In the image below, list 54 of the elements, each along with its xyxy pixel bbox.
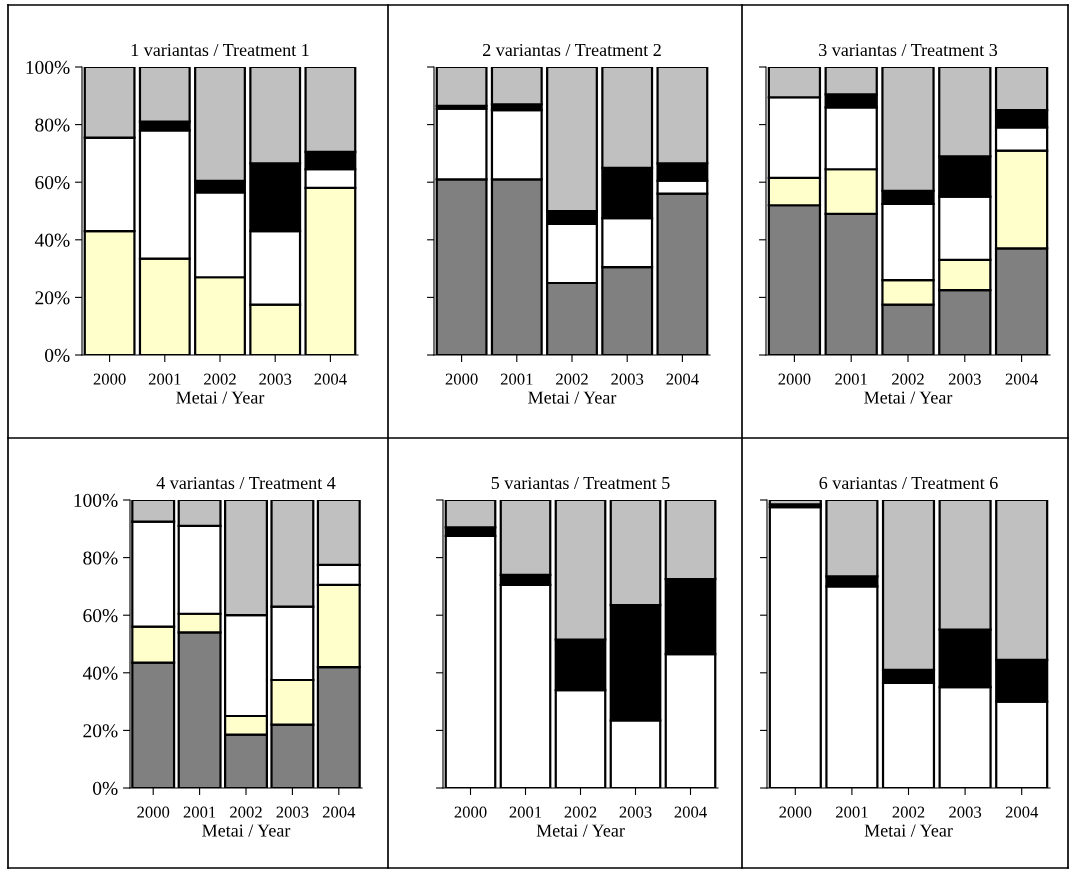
x-axis-title: Metai / Year (202, 824, 291, 837)
x-tick-label: 2004 (314, 373, 347, 385)
y-tick-label: 0% (93, 781, 118, 795)
x-tick-label: 2003 (619, 806, 652, 818)
x-tick-label: 2002 (204, 373, 236, 385)
x-tick-label: 2001 (500, 373, 533, 385)
chart-title: 2 variantas / Treatment 2 (483, 43, 661, 57)
y-tick-label: 40% (34, 233, 70, 247)
x-tick-label: 2004 (674, 806, 707, 818)
x-axis-title: Metai / Year (176, 391, 265, 404)
y-tick-label: 60% (83, 609, 118, 623)
x-tick-label: 2003 (949, 806, 982, 818)
x-tick-label: 2001 (183, 806, 216, 818)
x-tick-label: 2002 (556, 373, 588, 385)
x-tick-label: 2003 (611, 373, 644, 385)
x-tick-label: 2001 (509, 806, 542, 818)
chart-title: 4 variantas / Treatment 4 (156, 476, 336, 490)
x-axis-title: Metai / Year (528, 391, 617, 404)
x-tick-label: 2000 (137, 806, 170, 818)
x-tick-label: 2003 (276, 806, 309, 818)
y-tick-label: 60% (35, 176, 70, 190)
y-tick-label: 100% (26, 60, 70, 74)
x-tick-label: 2004 (1005, 373, 1039, 385)
x-tick-label: 2001 (835, 806, 868, 818)
x-tick-label: 2001 (835, 373, 867, 385)
y-tick-label: 100% (74, 493, 118, 507)
y-tick-label: 40% (82, 666, 118, 680)
x-tick-label: 2002 (230, 806, 262, 818)
x-tick-label: 2001 (148, 373, 181, 385)
x-axis-title: Metai / Year (864, 391, 953, 404)
chart-title: 6 variantas / Treatment 6 (819, 476, 998, 490)
y-tick-label: 0% (45, 348, 70, 362)
y-tick-label: 80% (83, 551, 118, 565)
x-tick-label: 2003 (948, 373, 981, 385)
chart-title: 5 variantas / Treatment 5 (491, 476, 670, 490)
x-axis-title: Metai / Year (864, 824, 953, 837)
x-tick-label: 2000 (779, 806, 812, 818)
x-tick-label: 2002 (892, 373, 924, 385)
chart-title: 3 variantas / Treatment 3 (819, 43, 998, 57)
y-tick-label: 20% (35, 291, 70, 305)
x-axis-title: Metai / Year (536, 824, 625, 837)
x-tick-label: 2000 (778, 373, 811, 385)
y-tick-label: 80% (35, 118, 70, 132)
x-tick-label: 2004 (322, 806, 356, 818)
x-tick-label: 2000 (454, 806, 487, 818)
x-tick-label: 2000 (445, 373, 478, 385)
x-tick-label: 2004 (1005, 806, 1039, 818)
x-tick-label: 2002 (892, 806, 925, 818)
chart-title: 1 variantas / Treatment 1 (131, 43, 309, 57)
x-tick-label: 2002 (564, 806, 597, 818)
x-tick-label: 2003 (259, 373, 292, 385)
x-tick-label: 2004 (666, 373, 699, 385)
y-tick-label: 20% (83, 724, 118, 738)
x-tick-label: 2000 (93, 373, 126, 385)
